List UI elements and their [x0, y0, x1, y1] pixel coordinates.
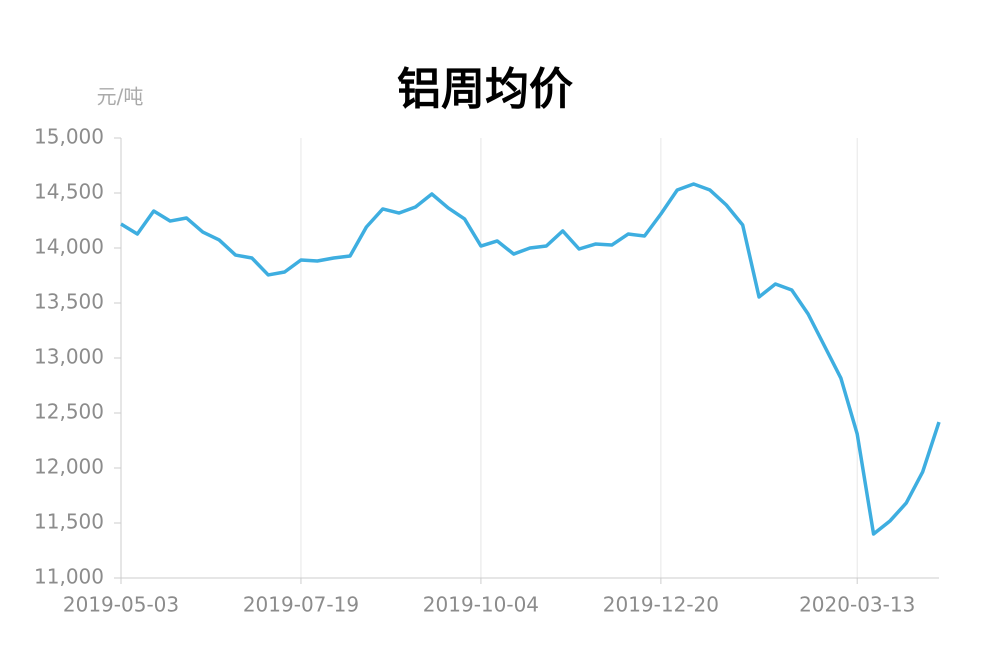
chart-title: 铝周均价	[397, 64, 573, 115]
y-tick-label: 12,500	[34, 400, 104, 424]
y-tick-label: 14,000	[34, 235, 104, 259]
y-unit: 元/吨	[97, 85, 144, 109]
y-tick-label: 13,000	[34, 345, 104, 369]
x-tick-label: 2019-07-19	[243, 593, 359, 617]
x-tick-label: 2019-05-03	[63, 593, 179, 617]
y-tick-label: 12,000	[34, 455, 104, 479]
y-tick-label: 11,000	[34, 565, 104, 589]
line	[120, 182, 941, 536]
x-tick-label: 2019-12-20	[603, 593, 719, 617]
x-tick-label: 2020-03-13	[799, 593, 915, 617]
y-tick-label: 15,000	[34, 125, 104, 149]
y-tick-label: 13,500	[34, 290, 104, 314]
x-tick-label: 2019-10-04	[423, 593, 539, 617]
y-tick-label: 14,500	[34, 180, 104, 204]
y-tick-label: 11,500	[34, 510, 104, 534]
